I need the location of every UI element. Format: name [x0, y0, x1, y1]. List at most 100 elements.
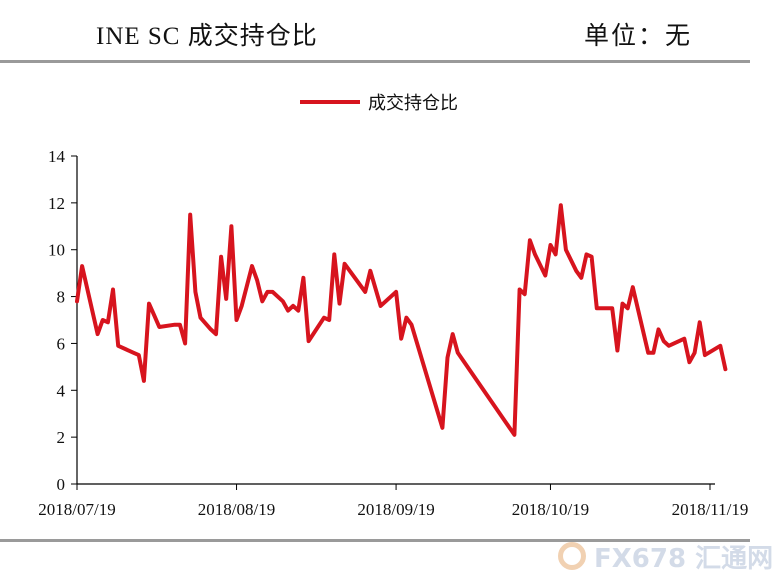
- axes: 0 2 4 6 8 10 12 14 2018/07/19 2018/08/19 2018/09/1…: [38, 147, 748, 519]
- data-point: [143, 380, 145, 382]
- data-point: [518, 288, 521, 291]
- y-tick-label: 14: [48, 147, 66, 166]
- watermark-text: FX678 汇通网: [594, 544, 773, 574]
- data-point: [266, 291, 269, 293]
- data-point: [256, 279, 258, 281]
- data-point: [117, 345, 119, 347]
- data-point: [323, 317, 325, 319]
- data-point: [174, 324, 176, 326]
- data-point: [446, 356, 449, 359]
- data-point: [158, 326, 160, 328]
- data-point: [338, 303, 341, 305]
- data-point: [225, 298, 227, 300]
- data-point: [235, 319, 238, 321]
- data-point: [297, 310, 299, 312]
- top-divider: [0, 60, 750, 63]
- chart-header: INE SC 成交持仓比 单位：无: [0, 0, 773, 62]
- plot-area: [75, 203, 728, 437]
- data-point: [555, 253, 557, 255]
- data-point: [107, 321, 109, 323]
- data-point: [621, 303, 624, 305]
- y-tick-label: 4: [57, 381, 66, 400]
- data-point: [369, 270, 371, 272]
- data-point: [138, 354, 140, 356]
- data-point: [549, 244, 552, 246]
- data-point: [179, 324, 181, 326]
- data-point: [395, 291, 397, 293]
- watermark-logo-icon: [558, 542, 586, 570]
- chart-title: INE SC 成交持仓比: [96, 23, 318, 50]
- data-point: [585, 253, 588, 255]
- data-point: [575, 270, 577, 272]
- data-point: [529, 239, 531, 241]
- data-point: [292, 305, 294, 307]
- data-point: [719, 345, 721, 347]
- data-point: [220, 256, 222, 258]
- data-point: [534, 253, 536, 255]
- data-point: [657, 328, 660, 330]
- data-point: [328, 319, 330, 321]
- data-point: [699, 321, 701, 323]
- data-point: [184, 342, 186, 345]
- data-point: [307, 340, 310, 342]
- unit-label: 单位：无: [584, 23, 693, 50]
- data-point: [524, 293, 526, 295]
- x-tick-label: 2018/11/19: [672, 500, 749, 519]
- data-point: [241, 305, 243, 307]
- data-point: [112, 288, 114, 291]
- legend: 成交持仓比: [300, 93, 458, 113]
- data-point: [560, 204, 562, 206]
- data-point: [148, 303, 150, 305]
- data-point: [647, 352, 649, 354]
- data-point: [405, 317, 407, 319]
- y-tick-label: 6: [57, 334, 66, 353]
- data-point: [632, 286, 634, 288]
- watermark: FX678 汇通网: [558, 536, 773, 580]
- data-point: [400, 338, 402, 340]
- data-point: [596, 307, 598, 309]
- data-point: [441, 427, 443, 429]
- data-point: [668, 345, 670, 347]
- data-point: [251, 265, 253, 267]
- data-point: [513, 434, 516, 436]
- data-point: [230, 225, 232, 227]
- data-point: [76, 300, 78, 302]
- data-point: [210, 328, 212, 330]
- data-point: [457, 352, 459, 354]
- x-tick-label: 2018/09/19: [357, 500, 434, 519]
- data-point: [189, 213, 191, 216]
- data-point: [333, 253, 335, 255]
- data-point: [282, 300, 284, 302]
- y-tick-label: 2: [57, 428, 66, 447]
- data-point: [663, 340, 665, 342]
- data-point: [688, 361, 691, 363]
- x-tick-label: 2018/07/19: [38, 500, 115, 519]
- data-point: [611, 307, 613, 309]
- data-point: [452, 333, 454, 335]
- data-point: [81, 265, 83, 267]
- data-point: [199, 317, 202, 319]
- data-point: [364, 291, 366, 293]
- data-point: [96, 333, 99, 335]
- y-tick-label: 12: [48, 194, 65, 213]
- data-point: [683, 338, 685, 340]
- data-point: [616, 349, 618, 352]
- data-point: [591, 256, 593, 258]
- data-point: [261, 300, 263, 302]
- data-point: [565, 249, 567, 251]
- data-point: [627, 307, 629, 309]
- data-point: [102, 319, 104, 321]
- data-point: [302, 277, 305, 279]
- data-point: [704, 354, 706, 356]
- data-point: [133, 352, 135, 354]
- y-tick-label: 10: [48, 241, 65, 260]
- data-point: [215, 333, 217, 335]
- x-tick-label: 2018/10/19: [512, 500, 589, 519]
- data-point: [344, 263, 346, 265]
- data-point: [652, 352, 654, 354]
- series-line-turnover-open-interest-ratio: [75, 203, 728, 437]
- data-point: [287, 310, 289, 312]
- data-point: [271, 291, 274, 293]
- y-tick-label: 8: [57, 288, 66, 307]
